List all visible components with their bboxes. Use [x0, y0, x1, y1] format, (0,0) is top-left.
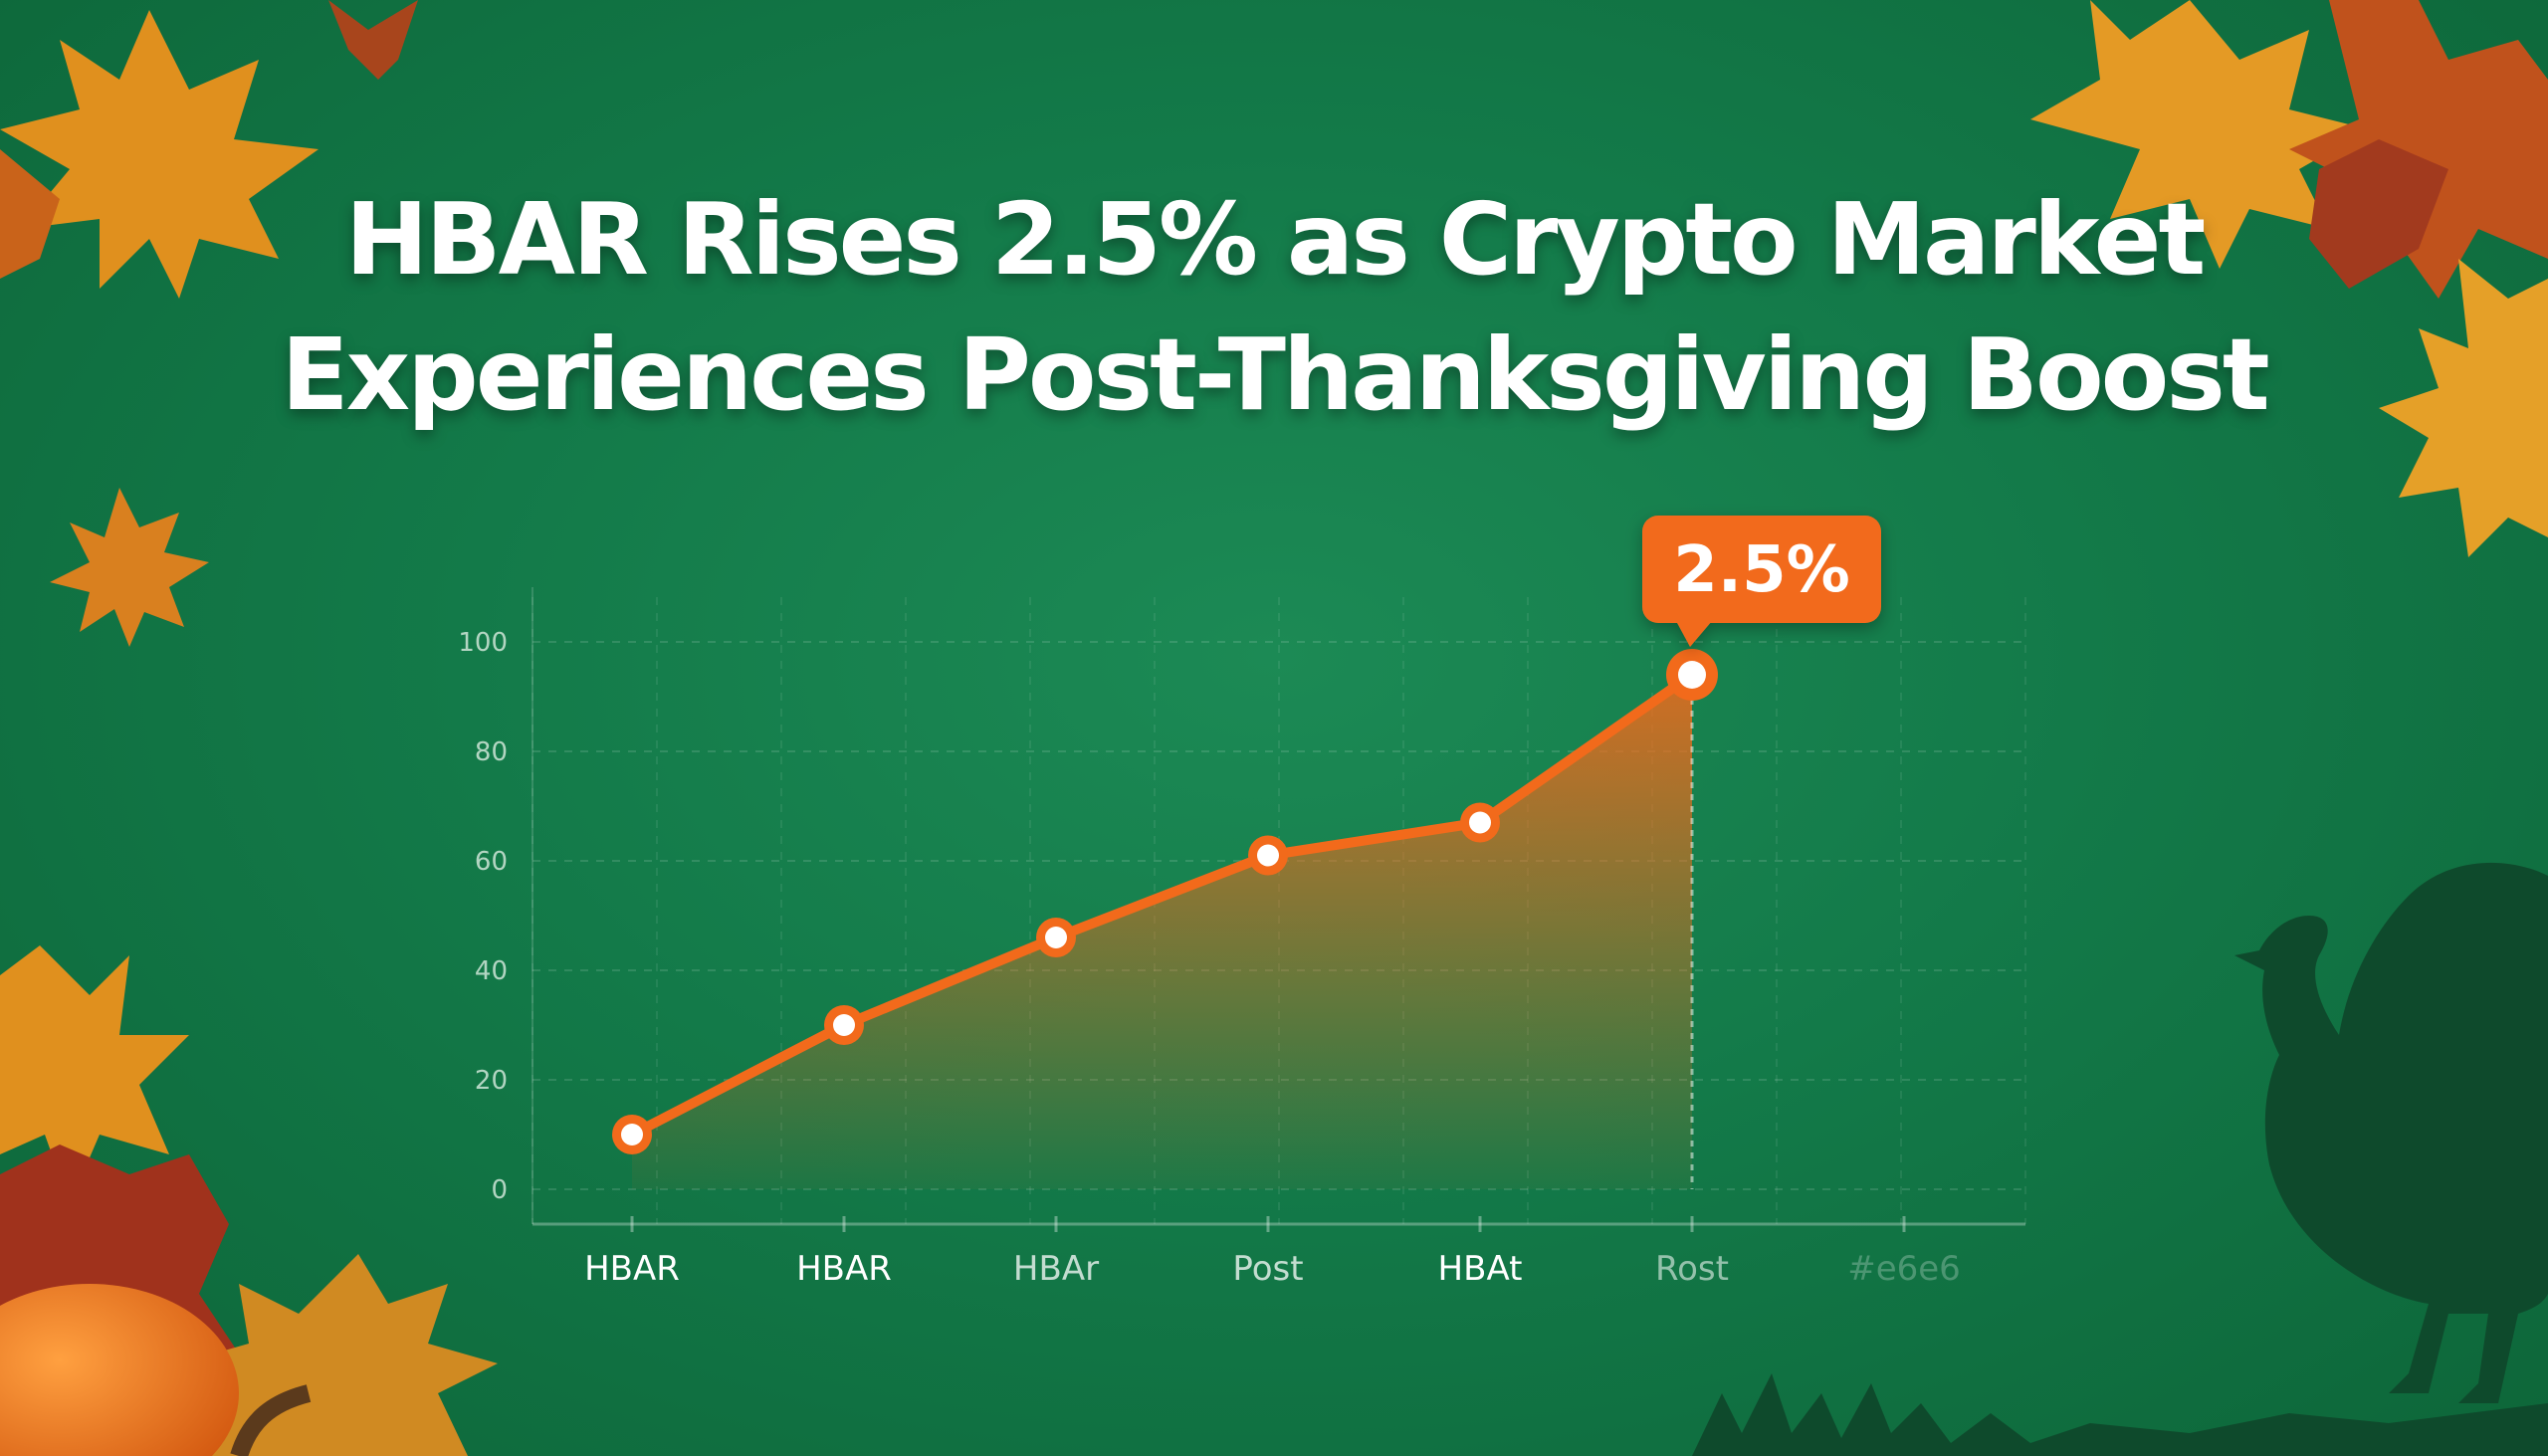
callout-pointer — [1676, 621, 1712, 647]
x-tick-label: Post — [1232, 1249, 1303, 1289]
maple-leaf-icon — [179, 1254, 498, 1456]
data-points — [612, 649, 1718, 1154]
x-tick-label: Rost — [1655, 1249, 1729, 1289]
y-tick-label: 40 — [475, 956, 508, 986]
y-tick-label: 100 — [458, 628, 508, 658]
series-line — [627, 670, 1697, 1140]
callout-box — [1642, 516, 1881, 623]
value-callout: 2.5% — [1642, 516, 1881, 647]
turkey-icon — [2234, 862, 2548, 1403]
y-tick-label: 60 — [475, 847, 508, 877]
area-fill — [632, 675, 1692, 1189]
pumpkin-icon — [0, 1284, 239, 1456]
data-point — [833, 1014, 855, 1036]
headline-line-2: Experiences Post-Thanksgiving Boost — [281, 316, 2269, 433]
maple-leaf-icon — [50, 488, 209, 647]
y-axis-ticks: 0 20 40 60 80 100 — [458, 628, 508, 1205]
x-tick-label: #e6e6 — [1847, 1249, 1961, 1289]
x-tick-label: HBAR — [796, 1249, 892, 1289]
maple-leaf-icon — [2379, 259, 2548, 557]
maple-leaf-icon — [0, 945, 189, 1204]
grass-icon — [1692, 1373, 2548, 1456]
x-tick-label: HBAr — [1013, 1249, 1099, 1289]
chart-grid — [531, 587, 2026, 1232]
turkey-silhouette — [1692, 862, 2548, 1456]
maple-leaf-icon — [328, 0, 418, 80]
line-chart: 0 20 40 60 80 100 HBAR HBAR HBAr Post HBAt Rost #e6… — [458, 516, 2026, 1289]
y-tick-label: 0 — [491, 1175, 508, 1205]
x-tick-label: HBAt — [1438, 1249, 1523, 1289]
callout-label: 2.5% — [1673, 533, 1850, 607]
y-tick-label: 80 — [475, 737, 508, 767]
maple-leaf-icon — [2309, 139, 2448, 289]
data-point — [621, 1124, 643, 1145]
data-point — [1469, 811, 1491, 834]
x-tick-label: HBAR — [584, 1249, 680, 1289]
data-point — [1045, 927, 1067, 948]
data-point — [1257, 844, 1279, 867]
maple-leaf-icon — [2030, 0, 2369, 269]
maple-leaf-icon — [0, 10, 318, 299]
x-axis-ticks: HBAR HBAR HBAr Post HBAt Rost #e6e6 — [584, 1249, 1961, 1289]
y-tick-label: 20 — [475, 1066, 508, 1096]
data-point — [1678, 661, 1706, 689]
headline-line-1: HBAR Rises 2.5% as Crypto Market — [344, 181, 2207, 298]
pumpkin-stem-icon — [230, 1384, 312, 1456]
maple-leaf-icon — [0, 149, 60, 279]
